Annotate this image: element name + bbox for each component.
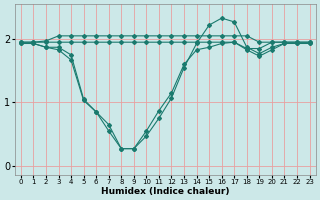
- X-axis label: Humidex (Indice chaleur): Humidex (Indice chaleur): [101, 187, 229, 196]
